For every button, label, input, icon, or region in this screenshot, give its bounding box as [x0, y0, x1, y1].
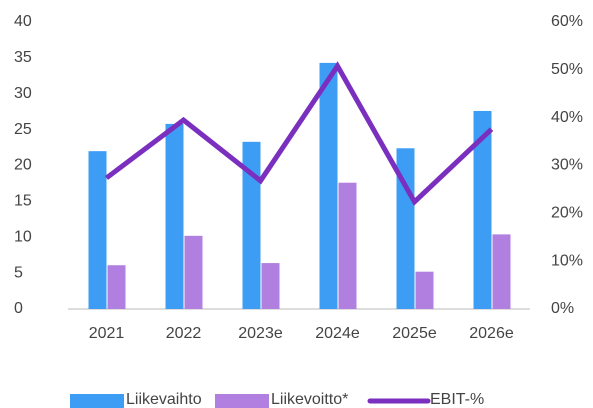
- bar: [415, 271, 434, 309]
- x-tick-label: 2021: [89, 325, 125, 342]
- bar: [107, 265, 126, 309]
- y-tick-label: 20: [14, 157, 32, 174]
- legend-label: EBIT-%: [430, 391, 484, 408]
- y2-tick-label: 30%: [551, 157, 583, 174]
- x-tick-label: 2025e: [392, 325, 437, 342]
- x-tick-label: 2022: [166, 325, 202, 342]
- bar: [396, 148, 415, 309]
- bar: [338, 182, 357, 309]
- y-tick-label: 10: [14, 228, 32, 245]
- bar: [165, 123, 184, 309]
- legend-swatch: [70, 394, 124, 408]
- y-tick-label: 15: [14, 193, 32, 210]
- x-tick-label: 2023e: [238, 325, 283, 342]
- line: [104, 61, 494, 206]
- y-tick-label: 35: [14, 49, 32, 66]
- y-tick-label: 30: [14, 85, 32, 102]
- bar: [492, 234, 511, 309]
- bar: [319, 62, 338, 310]
- x-tick-label: 2026e: [469, 325, 514, 342]
- bar: [242, 141, 261, 309]
- y-tick-label: 0: [14, 300, 23, 317]
- y2-tick-label: 40%: [551, 109, 583, 126]
- legend-swatch: [215, 394, 269, 408]
- bar: [261, 263, 280, 309]
- bar: [473, 110, 492, 309]
- y2-tick-label: 10%: [551, 252, 583, 269]
- y-tick-label: 25: [14, 121, 32, 138]
- y2-tick-label: 20%: [551, 205, 583, 222]
- legend-label: Liikevoitto*: [271, 391, 348, 408]
- y2-tick-label: 50%: [551, 61, 583, 78]
- legend-label: Liikevaihto: [126, 391, 202, 408]
- x-tick-label: 2024e: [315, 325, 360, 342]
- y2-tick-label: 0%: [551, 300, 574, 317]
- y-tick-label: 5: [14, 264, 23, 281]
- y-tick-label: 40: [14, 13, 32, 30]
- y2-tick-label: 60%: [551, 13, 583, 30]
- bar: [184, 235, 203, 309]
- bar: [88, 151, 107, 309]
